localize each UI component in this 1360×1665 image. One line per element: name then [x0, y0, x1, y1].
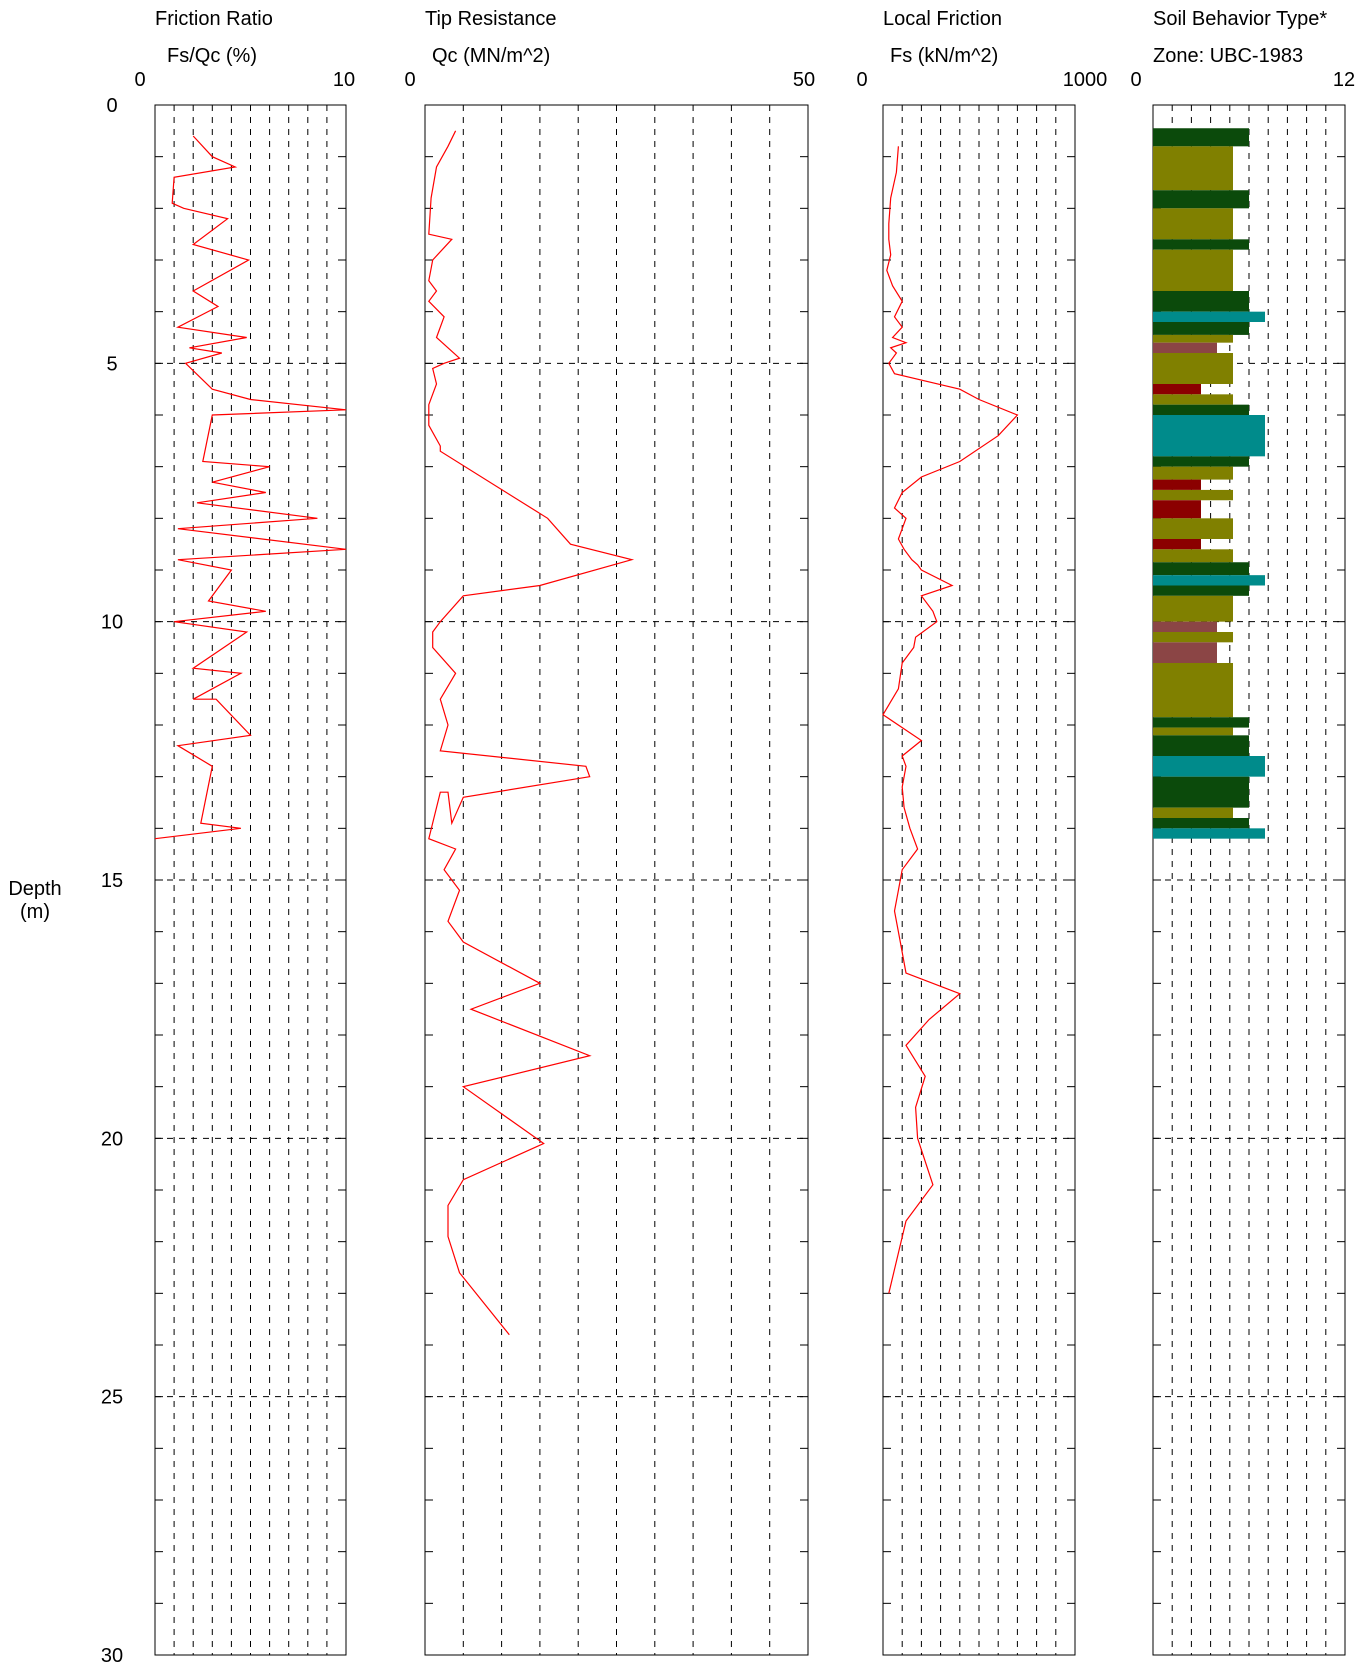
soil-layer-bar [1153, 128, 1249, 147]
soil-layer-bar [1153, 756, 1265, 777]
soil-layer-bar [1153, 291, 1249, 312]
soil-layer-bar [1153, 549, 1233, 563]
panel-friction-ratio: Friction Ratio Fs/Qc (%) 0 10 [134, 8, 355, 1656]
depth-axis-label: Depth [8, 878, 61, 900]
depth-tick-label: 0 [106, 95, 117, 117]
soil-layer-bar [1153, 807, 1233, 818]
soil-layer-bar [1153, 404, 1249, 415]
depth-axis-unit: (m) [20, 901, 50, 923]
soil-layer-bar [1153, 208, 1233, 240]
x-max-tick-label: 12 [1333, 69, 1355, 91]
panel-title: Local Friction [883, 8, 1002, 30]
soil-layer-bar [1153, 539, 1201, 550]
soil-type-plot-area [1152, 104, 1346, 1656]
depth-tick-label: 5 [106, 353, 117, 375]
local-friction-plot-area [882, 104, 1076, 1656]
soil-layer-bar [1153, 479, 1201, 490]
panel-local-friction: Local Friction Fs (kN/m^2) 0 1000 [856, 8, 1108, 1656]
depth-axis-ticks: 0 5 10 15 20 25 30 [101, 95, 123, 1665]
soil-layer-bar [1153, 518, 1233, 539]
soil-layer-bar [1153, 717, 1249, 728]
soil-layer-bar [1153, 353, 1233, 384]
data-trace-line [154, 135, 347, 840]
soil-layer-bar [1153, 384, 1201, 395]
soil-layer-bar [1153, 394, 1233, 405]
panel-tip-resistance: Tip Resistance Qc (MN/m^2) 0 50 [404, 8, 815, 1656]
soil-layer-bar [1153, 575, 1265, 586]
x-min-tick-label: 0 [1130, 69, 1141, 91]
soil-layer-bar [1153, 818, 1249, 829]
soil-layer-bar [1153, 632, 1233, 643]
soil-layer-bar [1153, 642, 1217, 663]
x-min-tick-label: 0 [134, 69, 145, 91]
soil-layer-bar [1153, 595, 1233, 622]
soil-layer-bar [1153, 776, 1249, 808]
soil-layer-bar [1153, 190, 1249, 209]
soil-layer-bar [1153, 562, 1249, 576]
panel-unit: Zone: UBC-1983 [1153, 45, 1303, 67]
x-max-tick-label: 50 [793, 69, 815, 91]
friction-ratio-plot-area [154, 104, 347, 1656]
panel-unit: Qc (MN/m^2) [432, 45, 550, 67]
soil-layer-bar [1153, 415, 1265, 457]
tip-resistance-plot-area [424, 104, 809, 1656]
soil-layer-bar [1153, 342, 1217, 353]
soil-layer-bar [1153, 311, 1265, 322]
soil-layer-bar [1153, 663, 1233, 718]
panel-title: Soil Behavior Type* [1153, 8, 1327, 30]
x-max-tick-label: 1000 [1063, 69, 1108, 91]
soil-layer-bar [1153, 828, 1265, 839]
data-trace-line [882, 146, 1019, 1294]
depth-tick-label: 15 [101, 870, 123, 892]
depth-tick-label: 20 [101, 1128, 123, 1150]
soil-layer-bar [1153, 322, 1249, 335]
panel-unit: Fs/Qc (%) [167, 45, 257, 67]
panel-title: Tip Resistance [425, 8, 557, 30]
soil-layer-bar [1153, 456, 1249, 467]
depth-tick-label: 10 [101, 612, 123, 634]
panel-soil-behavior-type: Soil Behavior Type* Zone: UBC-1983 0 12 [1130, 8, 1355, 1656]
soil-layer-bar [1153, 500, 1201, 519]
soil-layer-bar [1153, 727, 1233, 736]
soil-layer-bar [1153, 735, 1249, 756]
soil-layer-bar [1153, 334, 1233, 343]
panel-unit: Fs (kN/m^2) [890, 45, 998, 67]
x-max-tick-label: 10 [333, 69, 355, 91]
data-trace-line [428, 130, 635, 1336]
soil-layer-bar [1153, 621, 1217, 632]
soil-layer-bar [1153, 489, 1233, 501]
depth-tick-label: 25 [101, 1387, 123, 1409]
soil-layer-bar [1153, 466, 1233, 480]
depth-tick-label: 30 [101, 1645, 123, 1665]
x-min-tick-label: 0 [856, 69, 867, 91]
soil-layer-bar [1153, 239, 1249, 250]
soil-layer-bar [1153, 146, 1233, 191]
soil-layer-bar [1153, 249, 1233, 291]
panel-title: Friction Ratio [155, 8, 273, 30]
x-min-tick-label: 0 [404, 69, 415, 91]
soil-layer-bar [1153, 585, 1249, 596]
